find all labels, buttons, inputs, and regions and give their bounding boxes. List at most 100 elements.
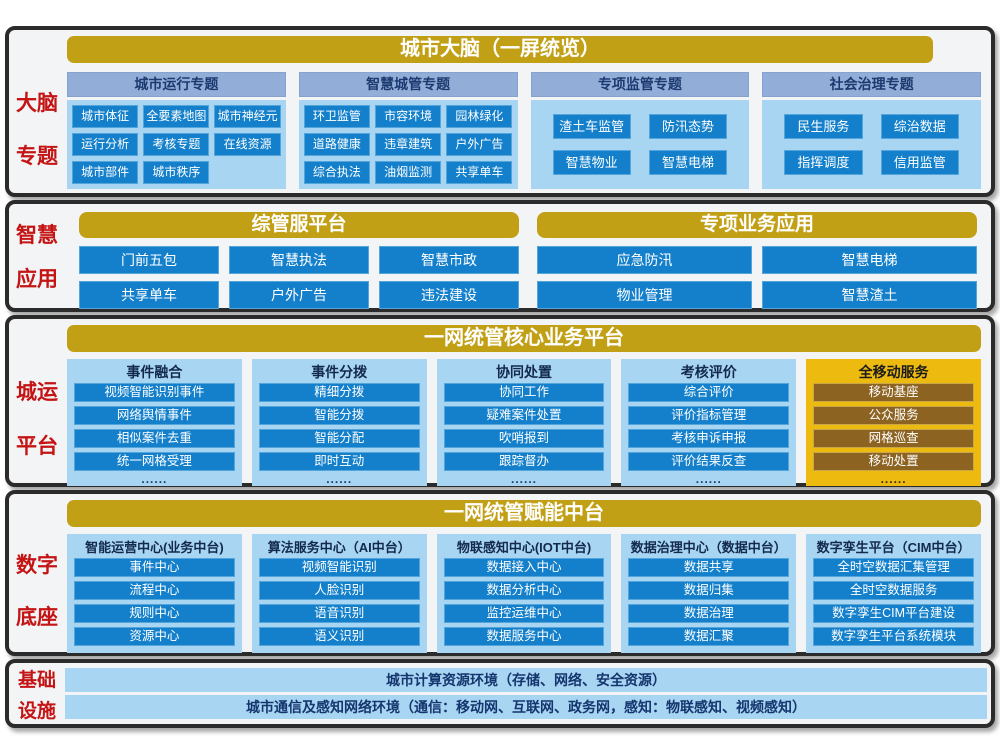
core-platform-title: 一网统管核心业务平台 (67, 325, 981, 352)
band-label-line: 平台 (16, 434, 58, 458)
core-box: 视频智能识别事件 (74, 383, 235, 402)
app-group-title: 综管服平台 (79, 212, 519, 238)
topic-box: 指挥调度 (784, 150, 863, 175)
topic-box: 园林绿化 (446, 105, 513, 128)
core-column: 全移动服务 移动基座 公众服务 网格巡查 移动处置...... (806, 359, 981, 486)
band-label-line: 大脑 (16, 92, 58, 115)
center-column-title: 智能运营中心(业务中台) (85, 540, 224, 555)
app-group: 专项业务应用 应急防汛 智慧电梯 物业管理 智慧渣土 (537, 212, 977, 309)
band-digital-base: 数字 底座 一网统管赋能中台 智能运营中心(业务中台) 事件中心 流程中心 规则中心资… (5, 490, 995, 656)
center-box: 数字孪生平台系统模块 (813, 627, 974, 646)
band-core-platform: 城运 平台 一网统管核心业务平台 事件融合 视频智能识别事件 网络舆情事件 相似案件去… (5, 315, 995, 487)
core-column-title: 事件融合 (126, 364, 183, 380)
more-dots: ...... (880, 472, 907, 486)
app-box: 智慧市政 (378, 246, 519, 274)
center-box: 数据归集 (628, 581, 790, 600)
more-dots: ...... (326, 472, 353, 486)
core-column-title: 协同处置 (495, 364, 552, 380)
band-label-brain: 大脑 专题 (9, 30, 65, 193)
topic-group: 城市运行专题 城市体征 全要素地图 城市神经元 运行分析 考核专题 在线资源 城市部件 城市秩序 (67, 72, 286, 189)
topic-box: 城市部件 (72, 161, 139, 184)
center-box: 流程中心 (74, 581, 235, 600)
topic-box: 智慧电梯 (648, 150, 728, 175)
topic-box: 道路健康 (303, 133, 370, 156)
topic-group-header: 专项监管专题 (530, 72, 750, 97)
city-brain-title: 城市大脑（一屏统览） (67, 36, 933, 63)
band-label-line: 基础 (17, 669, 56, 691)
topic-group: 专项监管专题渣土车监管 防汛态势 智慧物业 智慧电梯 (530, 72, 750, 189)
topic-box: 信用监管 (880, 150, 959, 175)
core-box: 吹哨报到 (443, 429, 605, 448)
app-box: 门前五包 (79, 246, 219, 274)
core-column: 事件分拨 精细分拨 智能分拨 智能分配 即时互动...... (251, 359, 427, 486)
app-grid: 应急防汛 智慧电梯 物业管理 智慧渣土 (537, 246, 977, 309)
core-box: 综合评价 (628, 383, 790, 402)
center-box: 数据共享 (628, 558, 790, 577)
center-column-title: 物联感知中心(IOT中台) (456, 540, 592, 555)
center-box: 数据汇聚 (628, 627, 790, 646)
center-column: 数据治理中心（数据中台） 数据共享 数据归集 数据治理 数据汇聚 (621, 534, 797, 653)
app-box: 共享单车 (79, 281, 219, 309)
center-box: 数据接入中心 (443, 558, 605, 577)
app-box: 物业管理 (537, 281, 752, 309)
topic-box: 运行分析 (72, 133, 139, 156)
core-box: 评价结果反查 (628, 452, 790, 471)
center-box: 数据服务中心 (443, 627, 605, 646)
topic-panel: 渣土车监管 防汛态势 智慧物业 智慧电梯 (530, 100, 750, 189)
topic-box: 违章建筑 (374, 133, 442, 156)
center-box: 数据分析中心 (443, 581, 605, 600)
topic-box: 渣土车监管 (552, 114, 631, 139)
band-label-digital-base: 数字 底座 (9, 494, 65, 652)
center-box: 规则中心 (74, 604, 235, 623)
topic-box: 在线资源 (214, 133, 281, 156)
center-column-title: 数据治理中心（数据中台） (630, 540, 787, 555)
center-column: 算法服务中心（AI中台） 视频智能识别 人脸识别 语音识别 语义识别 (251, 534, 427, 653)
core-box: 评价指标管理 (628, 406, 790, 425)
core-box: 疑难案件处置 (443, 406, 605, 425)
center-column: 智能运营中心(业务中台) 事件中心 流程中心 规则中心 资源中心 (67, 534, 242, 653)
band2-groups: 综管服平台门前五包 智慧执法 智慧市政共享单车 户外广告 违法建设 专项业务应用 应急防汛智… (67, 210, 981, 309)
core-box: 协同工作 (443, 383, 605, 402)
center-box: 语义识别 (258, 627, 420, 646)
topic-box: 户外广告 (446, 133, 513, 156)
network-sensing-bar: 城市通信及感知网络环境（通信：移动网、互联网、政务网，感知：物联感知、视频感知） (65, 694, 987, 719)
topic-box: 考核专题 (143, 133, 210, 156)
band-label-core-platform: 城运 平台 (9, 319, 65, 483)
app-box: 户外广告 (228, 281, 369, 309)
topic-box: 市容环境 (374, 105, 442, 128)
center-box: 语音识别 (258, 604, 420, 623)
more-dots: ...... (510, 472, 537, 486)
core-box: 考核申诉申报 (628, 429, 790, 448)
center-box: 监控运维中心 (443, 604, 605, 623)
center-column: 数字孪生平台（CIM中台） 全时空数据汇集管理 全时空数据服务 数字孪生CIM平台建设… (806, 534, 981, 653)
band-label-smart-apps: 智慧 应用 (9, 204, 65, 308)
center-box: 人脸识别 (258, 581, 420, 600)
center-box: 全时空数据服务 (813, 581, 974, 600)
topic-box: 油烟监测 (374, 161, 442, 184)
core-box: 精细分拨 (258, 383, 420, 402)
topic-panel: 城市体征 全要素地图 城市神经元 运行分析 考核专题 在线资源 城市部件 城市秩序 (67, 100, 286, 189)
topic-box: 民生服务 (784, 114, 863, 139)
more-dots: ...... (141, 472, 168, 486)
topic-box: 城市体征 (72, 105, 139, 128)
topic-panel: 民生服务 综治数据 指挥调度 信用监管 (762, 100, 981, 189)
topic-group: 社会治理专题民生服务 综治数据 指挥调度 信用监管 (762, 72, 981, 189)
band-label-line: 智慧 (16, 223, 58, 247)
app-box: 智慧执法 (228, 246, 369, 274)
app-box: 违法建设 (378, 281, 519, 309)
topic-group-header: 城市运行专题 (67, 72, 286, 97)
topic-box: 综合执法 (303, 161, 370, 184)
core-column: 协同处置 协同工作 疑难案件处置 吹哨报到 跟踪督办...... (436, 359, 612, 486)
center-column-title: 算法服务中心（AI中台） (267, 540, 411, 555)
core-column-title: 全移动服务 (858, 364, 929, 380)
core-box: 智能分配 (258, 429, 420, 448)
band-label-line: 底座 (16, 605, 58, 629)
topic-group: 智慧城管专题 环卫监管 市容环境 园林绿化 道路健康 违章建筑 户外广告 综合执法 油烟监测 共享… (298, 72, 518, 189)
band-core-platform-content: 一网统管核心业务平台 事件融合 视频智能识别事件 网络舆情事件 相似案件去重 统一网格受… (65, 319, 991, 486)
center-box: 数字孪生CIM平台建设 (813, 604, 974, 623)
topic-group-header: 社会治理专题 (762, 72, 981, 97)
core-box: 移动处置 (813, 452, 974, 471)
core-box: 网络舆情事件 (74, 406, 235, 425)
core-column-title: 考核评价 (680, 364, 737, 380)
